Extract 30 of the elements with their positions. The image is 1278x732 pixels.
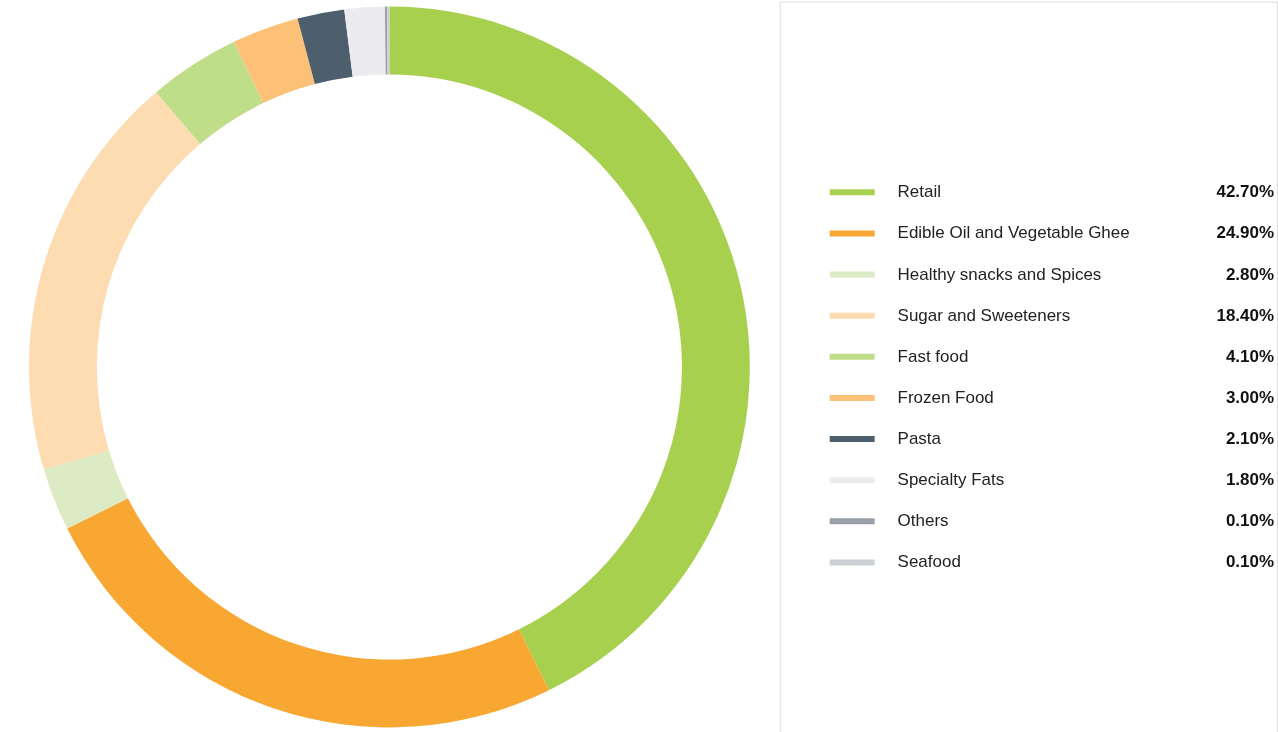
data-label: 0.10% bbox=[1225, 511, 1275, 531]
data-label: 42.70% bbox=[1216, 182, 1275, 202]
legend-label: Healthy snacks and Spices bbox=[897, 264, 1102, 284]
data-label: 24.90% bbox=[1216, 223, 1275, 243]
data-label: 3.00% bbox=[1225, 387, 1275, 407]
donut-slice bbox=[344, 6, 386, 77]
data-label: 2.10% bbox=[1225, 429, 1275, 449]
donut-slice bbox=[297, 9, 353, 85]
legend-label: Edible Oil and Vegetable Ghee bbox=[897, 223, 1130, 243]
data-label: 2.80% bbox=[1225, 264, 1275, 284]
legend-label: Pasta bbox=[897, 429, 942, 449]
data-label: 0.10% bbox=[1225, 552, 1275, 572]
legend-label: Frozen Food bbox=[897, 387, 994, 407]
legend-label: Retail bbox=[897, 182, 941, 202]
legend-label: Seafood bbox=[897, 552, 961, 572]
legend-label: Sugar and Sweeteners bbox=[897, 305, 1071, 325]
donut-slice bbox=[384, 6, 388, 75]
donut-slice bbox=[389, 6, 750, 691]
data-label: 4.10% bbox=[1225, 346, 1275, 366]
legend-label: Specialty Fats bbox=[897, 470, 1005, 490]
donut-slice bbox=[29, 92, 201, 470]
donut-slice bbox=[67, 498, 549, 728]
donut-slice bbox=[233, 18, 315, 104]
legend-label: Others bbox=[897, 511, 949, 531]
data-label: 18.40% bbox=[1216, 305, 1275, 325]
donut-slice bbox=[43, 450, 128, 529]
data-label: 1.80% bbox=[1225, 470, 1275, 490]
donut-slice bbox=[387, 6, 390, 75]
legend-label: Fast food bbox=[897, 346, 969, 366]
donut-slice bbox=[156, 41, 264, 144]
